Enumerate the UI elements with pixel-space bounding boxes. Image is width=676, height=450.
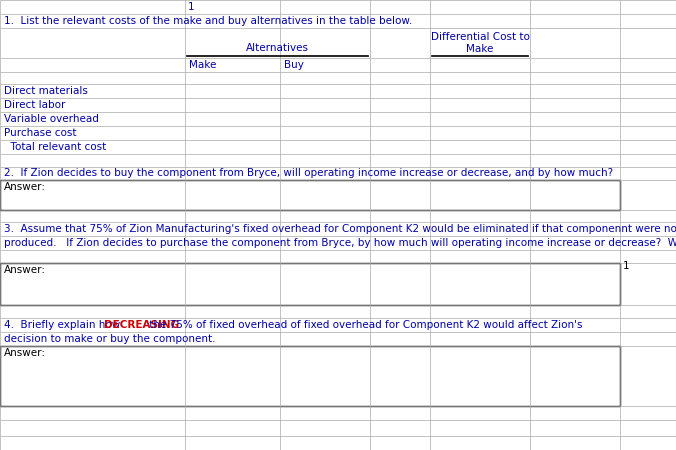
Text: Total relevant cost: Total relevant cost [4,142,106,152]
Text: Buy: Buy [284,60,304,70]
Text: DECREASING: DECREASING [104,320,179,330]
Text: the 75% of fixed overhead of fixed overhead for Component K2 would affect Zion's: the 75% of fixed overhead of fixed overh… [146,320,583,330]
Text: Make: Make [189,60,216,70]
Text: Answer:: Answer: [4,265,46,275]
Text: Direct materials: Direct materials [4,86,88,96]
Text: decision to make or buy the component.: decision to make or buy the component. [4,334,216,344]
Text: Differential Cost to
Make: Differential Cost to Make [431,32,529,54]
Bar [0,263,620,305]
Text: 2.  If Zion decides to buy the component from Bryce, will operating income incre: 2. If Zion decides to buy the component … [4,168,613,178]
Text: Variable overhead: Variable overhead [4,114,99,124]
Text: Alternatives: Alternatives [246,43,309,53]
Text: 1: 1 [188,2,195,12]
Text: Purchase cost: Purchase cost [4,128,76,138]
Bar [0,180,620,210]
Text: 1.  List the relevant costs of the make and buy alternatives in the table below.: 1. List the relevant costs of the make a… [4,16,412,26]
Text: produced.   If Zion decides to purchase the component from Bryce, by how much wi: produced. If Zion decides to purchase th… [4,238,676,248]
Bar [0,346,620,406]
Text: Direct labor: Direct labor [4,100,66,110]
Text: 4.  Briefly explain how: 4. Briefly explain how [4,320,124,330]
Text: 1: 1 [623,261,629,271]
Text: 3.  Assume that 75% of Zion Manufacturing's fixed overhead for Component K2 woul: 3. Assume that 75% of Zion Manufacturing… [4,224,676,234]
Text: Answer:: Answer: [4,348,46,358]
Text: Answer:: Answer: [4,182,46,192]
